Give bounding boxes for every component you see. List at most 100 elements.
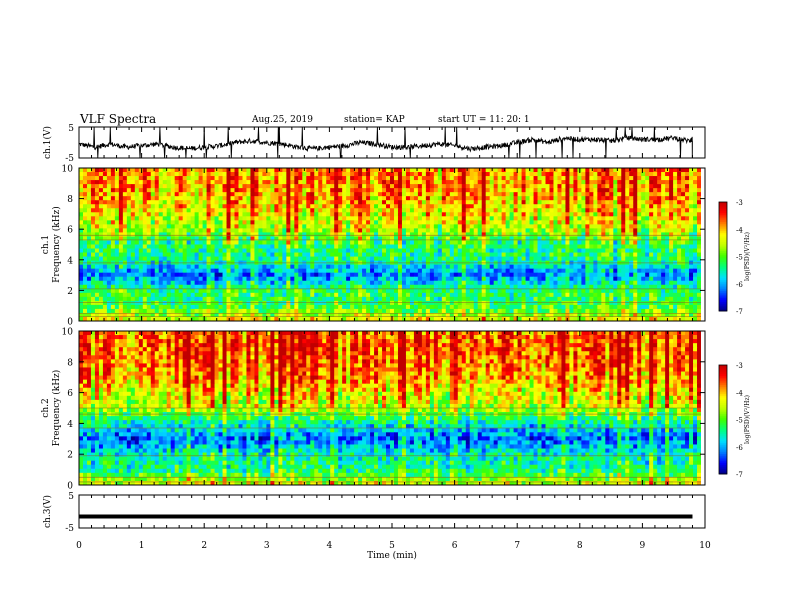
spectrogram-cell [621,272,626,278]
spectrogram-cell [82,216,88,221]
spectrogram-cell [122,204,128,209]
spectrogram-cell [489,200,495,205]
spectrogram-cell [282,272,287,278]
spectrogram-cell [629,252,634,257]
spectrogram-cell [473,176,479,181]
spectrogram-cell [649,276,654,282]
spectrogram-cell [517,200,522,205]
spectrogram-cell [102,184,108,189]
spectrogram-cell [166,248,172,253]
spectrogram-cell [661,248,666,253]
spectrogram-cell [537,272,542,278]
spectrogram-cell [685,240,690,245]
spectrogram-cell [202,252,207,257]
spectrogram-cell [401,228,407,233]
spectrogram-cell [533,196,538,201]
spectrogram-cell [154,172,160,177]
spectrogram-cell [230,272,235,278]
spectrogram-cell [565,224,570,229]
spectrogram-cell [346,272,351,278]
spectrogram-cell [314,240,319,245]
spectrogram-cell [481,192,487,197]
spectrogram-cell [565,268,570,274]
spectrogram-cell [493,252,499,257]
spectrogram-cell [573,244,578,249]
spectrogram-cell [82,228,88,233]
spectrogram-cell [86,252,92,257]
spectrogram-cell [282,180,287,185]
spectrogram-cell [405,176,411,181]
spectrogram-cell [529,192,534,197]
spectrogram-cell [366,176,371,181]
spectrogram-cell [130,232,136,237]
spectrogram-cell [681,252,686,257]
spectrogram-cell [625,252,630,257]
spectrogram-cell [617,276,622,282]
spectrogram-cell [306,216,311,221]
spectrogram-cell [178,244,184,249]
spectrogram-cell [569,244,574,249]
spectrogram-cell [338,240,343,245]
spectrogram-cell [262,212,267,217]
spectrogram-cell [138,244,144,249]
spectrogram-cell [218,240,223,245]
spectrogram-cell [597,236,602,241]
spectrogram-cell [397,244,403,249]
spectrogram-cell [433,268,439,274]
spectrogram-cell [445,196,451,201]
spectrogram-cell [661,228,666,233]
spectrogram-cell [246,208,251,213]
spectrogram-cell [505,208,511,213]
spectrogram-cell [338,192,343,197]
spectrogram-cell [413,280,419,286]
spectrogram-cell [453,248,459,253]
spectrogram-cell [541,256,546,262]
spectrogram-cell [409,256,415,262]
spectrogram-cell [314,224,319,229]
spectrogram-cell [174,192,180,197]
spectrogram-cell [601,240,606,245]
spectrogram-cell [465,168,471,173]
spectrogram-cell [302,256,307,262]
spectrogram-cell [370,232,375,237]
spectrogram-cell [605,180,610,185]
date-label: Aug.25, 2019 [252,115,313,125]
spectrogram-cell [609,284,614,290]
spectrogram-cell [246,232,251,237]
spectrogram-cell [617,192,622,197]
spectrogram-cell [445,180,451,185]
spectrogram-cell [549,196,554,201]
spectrogram-cell [477,272,483,278]
spectrogram-cell [342,228,347,233]
spectrogram-cell [393,172,399,177]
spectrogram-cell [673,252,678,257]
spectrogram-cell [493,228,499,233]
spectrogram-cell [198,228,204,233]
spectrogram-cell [537,280,542,286]
spectrogram-cell [449,280,455,286]
spectrogram-cell [573,284,578,290]
spectrogram-cell [449,248,455,253]
spectrogram-cell [645,256,650,262]
spectrogram-cell [118,176,124,181]
spectrogram-cell [585,236,590,241]
ch1-ylabel: ch.1(V) [42,126,53,159]
spectrogram-cell [545,168,550,173]
spectrogram-cell [589,224,594,229]
spectrogram-cell [445,224,451,229]
spectrogram-cell [130,200,136,205]
spectrogram-cell [673,272,678,278]
spectrogram-cell [505,244,511,249]
spectrogram-cell [521,168,526,173]
spectrogram-cell [697,244,702,249]
spectrogram-cell [366,232,371,237]
spectrogram-cell [362,232,367,237]
spectrogram-cell [633,280,638,286]
spectrogram-cell [401,232,407,237]
spectrogram-cell [561,288,566,294]
spectrogram-cell [413,284,419,290]
spectrogram-cell [378,288,383,294]
spectrogram-cell [390,256,395,262]
spectrogram-cell [226,216,231,221]
spectrogram-cell [689,188,694,193]
